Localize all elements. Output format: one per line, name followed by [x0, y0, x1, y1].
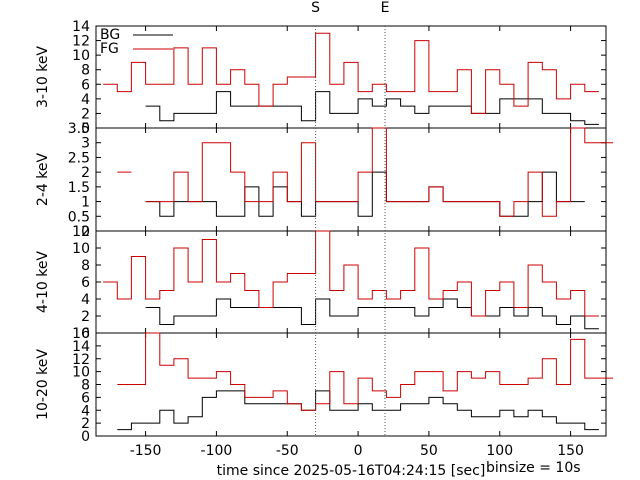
binsize-label: binsize = 10s	[486, 460, 581, 476]
x-tick-label: 0	[354, 443, 363, 459]
marker-label-s: S	[311, 0, 320, 16]
y-tick-label: 6	[81, 275, 90, 291]
panel-frame	[95, 230, 607, 334]
legend-label-fg: FG	[100, 41, 119, 57]
legend: BG FG	[100, 27, 173, 57]
panel-frame	[95, 127, 607, 232]
y-tick-label: 6	[81, 390, 90, 406]
series-fg	[103, 32, 599, 114]
series-bg	[117, 390, 599, 431]
x-tick-label: -50	[276, 443, 299, 459]
y-tick-label: 14	[72, 339, 90, 355]
y-tick-label: 0.5	[68, 209, 90, 225]
y-tick-label: 0	[81, 429, 90, 445]
x-tick-label: 50	[420, 443, 438, 459]
y-tick-label: 2	[81, 106, 90, 122]
y-tick-label: 10	[72, 48, 90, 64]
y-axis-label: 2-4 keV	[35, 153, 51, 207]
legend-label-bg: BG	[100, 27, 120, 43]
y-axis-label: 10-20 keV	[35, 349, 51, 420]
series-bg	[145, 298, 599, 330]
y-tick-label: 12	[72, 224, 90, 240]
y-tick-label: 1	[81, 195, 90, 211]
y-tick-label: 8	[81, 378, 90, 394]
y-tick-label: 1.5	[68, 180, 90, 196]
y-tick-label: 0	[81, 121, 90, 137]
series-fg	[103, 230, 599, 317]
y-tick-label: 8	[81, 63, 90, 79]
y-tick-label: 2	[81, 416, 90, 432]
y-tick-label: 6	[81, 77, 90, 93]
y-tick-label: 12	[72, 34, 90, 50]
y-tick-label: 10	[72, 241, 90, 257]
series-fg	[117, 332, 614, 411]
y-tick-label: 10	[72, 365, 90, 381]
x-axis: -150 -100 -50 0 50 100 150	[130, 443, 584, 459]
marker-label-e: E	[381, 0, 390, 16]
x-tick-label: 150	[557, 443, 584, 459]
y-tick-label: 4	[81, 292, 90, 308]
x-tick-label: 100	[486, 443, 513, 459]
y-tick-label: 0	[81, 224, 90, 240]
series-bg	[145, 171, 585, 217]
y-tick-label: 12	[72, 352, 90, 368]
y-tick-label: 3.5	[68, 121, 90, 137]
y-tick-label: 3	[81, 136, 90, 152]
y-tick-label: 16	[72, 326, 90, 342]
y-tick-label: 0	[81, 326, 90, 342]
panel-frame	[95, 25, 607, 129]
panel-frame	[95, 332, 607, 437]
y-tick-label: 4	[81, 92, 90, 108]
y-tick-label: 2.5	[68, 150, 90, 166]
x-tick-label: -100	[201, 443, 233, 459]
y-tick-label: 14	[72, 19, 90, 35]
y-tick-label: 4	[81, 403, 90, 419]
x-tick-label: -150	[130, 443, 162, 459]
y-tick-label: 8	[81, 258, 90, 274]
panel-1: 00.511.522.533.52-4 keV	[35, 121, 614, 240]
series-bg	[145, 91, 599, 125]
y-tick-label: 2	[81, 165, 90, 181]
y-axis-label: 3-10 keV	[35, 46, 51, 108]
y-tick-label: 2	[81, 309, 90, 325]
x-axis-label: time since 2025-05-16T04:24:15 [sec]	[217, 463, 486, 479]
y-axis-label: 4-10 keV	[35, 251, 51, 313]
series-fg	[145, 127, 614, 217]
